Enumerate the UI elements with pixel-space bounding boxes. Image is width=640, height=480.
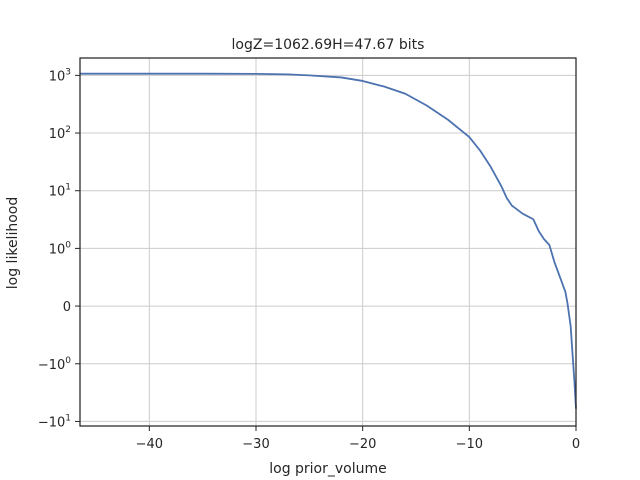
y-tick-exponent: 2: [65, 125, 71, 135]
y-tick-exponent: 1: [65, 183, 71, 193]
y-tick-base: −10: [38, 415, 65, 430]
y-tick-label: 101: [49, 183, 71, 200]
y-tick-base: −10: [38, 358, 65, 373]
grid-layer: [80, 58, 577, 426]
y-tick-exponent: 1: [65, 413, 71, 423]
y-tick-exponent: 3: [65, 67, 71, 77]
y-axis-label: log likelihood: [5, 197, 21, 289]
y-tick-base: 10: [49, 127, 66, 142]
y-tick-label: 102: [49, 125, 71, 142]
y-tick-base: 10: [49, 242, 66, 257]
series-line: [80, 72, 577, 409]
y-tick-label: 100: [49, 240, 72, 257]
y-tick-exponent: 0: [65, 356, 71, 366]
y-tick-exponent: 0: [65, 240, 71, 250]
x-tick-label: −10: [456, 437, 483, 452]
series-layer: [80, 72, 577, 409]
y-tick-label: 0: [63, 300, 71, 315]
chart-title: logZ=1062.69H=47.67 bits: [232, 37, 425, 53]
x-tick-label: 0: [572, 437, 580, 452]
y-tick-base: 10: [49, 185, 66, 200]
x-tick-label: −20: [349, 437, 376, 452]
x-tick-label: −30: [242, 437, 269, 452]
x-tick-label: −40: [136, 437, 163, 452]
x-axis-label: log prior_volume: [269, 461, 387, 477]
plot-frame: [79, 57, 577, 427]
y-tick-label: −101: [38, 413, 71, 430]
y-tick-base: 0: [63, 300, 71, 315]
y-tick-label: −100: [38, 356, 71, 373]
y-tick-base: 10: [49, 69, 66, 84]
y-tick-label: 103: [49, 67, 71, 84]
